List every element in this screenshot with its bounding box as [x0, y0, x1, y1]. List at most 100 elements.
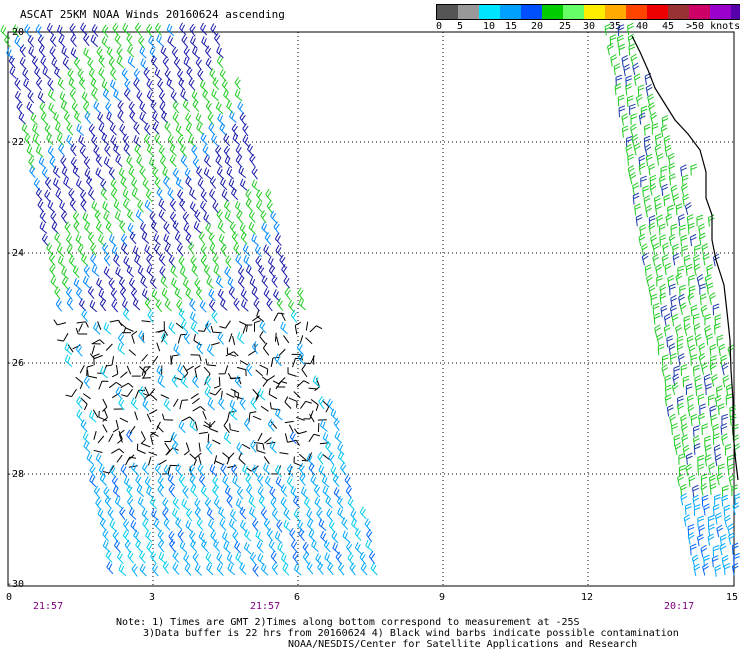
- legend-label-8: 40: [636, 21, 649, 32]
- wind-barb: [694, 244, 701, 257]
- wind-barb: [80, 198, 87, 212]
- wind-barb: [200, 243, 207, 257]
- y-tick-20: -20: [6, 27, 25, 38]
- wind-barb: [275, 244, 283, 258]
- wind-barb: [246, 363, 253, 377]
- wind-barb: [157, 475, 165, 489]
- wind-barb: [665, 213, 673, 227]
- wind-barb: [221, 189, 230, 202]
- wind-barb: [138, 35, 145, 49]
- wind-barb: [119, 220, 126, 234]
- wind-barb: [158, 198, 166, 212]
- wind-barb: [156, 187, 164, 201]
- wind-barb: [663, 135, 671, 148]
- wind-barb: [57, 333, 69, 342]
- wind-barb: [623, 63, 631, 77]
- wind-barb: [337, 451, 346, 464]
- wind-barb: [148, 451, 158, 456]
- wind-barb: [172, 220, 180, 233]
- wind-barb: [93, 485, 101, 499]
- wind-barb: [626, 95, 634, 108]
- wind-barb: [56, 244, 65, 257]
- wind-barb: [192, 156, 199, 170]
- wind-barb: [109, 464, 117, 478]
- wind-barb: [643, 135, 651, 148]
- wind-barb: [98, 67, 106, 81]
- wind-barb: [238, 165, 247, 179]
- wind-barb: [664, 394, 672, 407]
- wind-barb: [191, 144, 198, 158]
- wind-barb: [698, 352, 706, 366]
- wind-barb: [8, 55, 16, 69]
- legend-swatch-0: [437, 5, 458, 19]
- wind-barb: [144, 476, 152, 489]
- wind-barb: [325, 495, 333, 509]
- wind-barb: [263, 456, 270, 465]
- wind-barb: [670, 294, 678, 308]
- wind-barb: [671, 422, 678, 435]
- wind-barb: [131, 462, 139, 475]
- legend-swatch-8: [605, 5, 626, 19]
- wind-barb: [157, 79, 164, 92]
- wind-barb: [313, 484, 321, 498]
- wind-barb: [308, 529, 316, 542]
- wind-barb: [258, 265, 265, 279]
- wind-barb: [334, 430, 343, 444]
- wind-barb: [216, 552, 224, 565]
- wind-barb: [118, 563, 127, 577]
- wind-barb: [654, 324, 662, 337]
- wind-barb: [157, 484, 164, 498]
- wind-barb: [125, 327, 134, 332]
- wind-barb: [115, 386, 123, 400]
- wind-barb: [128, 349, 137, 356]
- wind-barb: [46, 132, 54, 146]
- wind-barb: [706, 333, 714, 346]
- wind-barb: [704, 435, 711, 448]
- wind-barb: [28, 46, 36, 59]
- wind-barb: [690, 354, 698, 366]
- wind-barb: [272, 377, 286, 385]
- wind-barb: [149, 210, 156, 224]
- wind-barb: [137, 199, 144, 213]
- wind-barb: [719, 542, 727, 556]
- wind-barb: [114, 539, 121, 553]
- wind-barb: [347, 552, 354, 566]
- wind-barb: [221, 79, 229, 93]
- wind-barb: [274, 233, 282, 246]
- wind-barb: [167, 35, 175, 48]
- wind-barb: [678, 464, 686, 477]
- wind-barb: [176, 299, 183, 313]
- wind-barb: [733, 553, 740, 565]
- wind-barb: [703, 373, 711, 386]
- wind-barb: [44, 189, 51, 203]
- wind-barb: [142, 178, 150, 191]
- wind-barb: [717, 463, 725, 476]
- wind-barb: [254, 320, 261, 332]
- wind-barb: [212, 439, 221, 445]
- wind-barb: [99, 517, 107, 531]
- wind-barb: [83, 47, 91, 60]
- wind-barb: [721, 362, 729, 376]
- wind-barb: [81, 308, 88, 322]
- wind-barb: [674, 442, 682, 455]
- wind-barb: [12, 24, 20, 38]
- wind-barb: [102, 201, 110, 214]
- wind-barb: [322, 399, 330, 413]
- wind-barb: [185, 176, 193, 189]
- wind-barb: [90, 77, 99, 91]
- wind-barb: [136, 90, 143, 104]
- wind-barb: [317, 451, 324, 465]
- wind-barb: [261, 275, 269, 289]
- wind-barb: [709, 362, 717, 375]
- wind-barb: [248, 350, 257, 356]
- wind-barb: [51, 57, 59, 71]
- wind-barb: [146, 265, 154, 278]
- wind-barb: [260, 210, 267, 224]
- wind-barb: [252, 563, 259, 577]
- wind-barb: [217, 113, 225, 126]
- wind-barb: [198, 431, 208, 435]
- wind-barb: [169, 538, 176, 552]
- wind-barb: [122, 518, 130, 532]
- wind-barb: [158, 253, 166, 267]
- wind-barb: [126, 484, 133, 498]
